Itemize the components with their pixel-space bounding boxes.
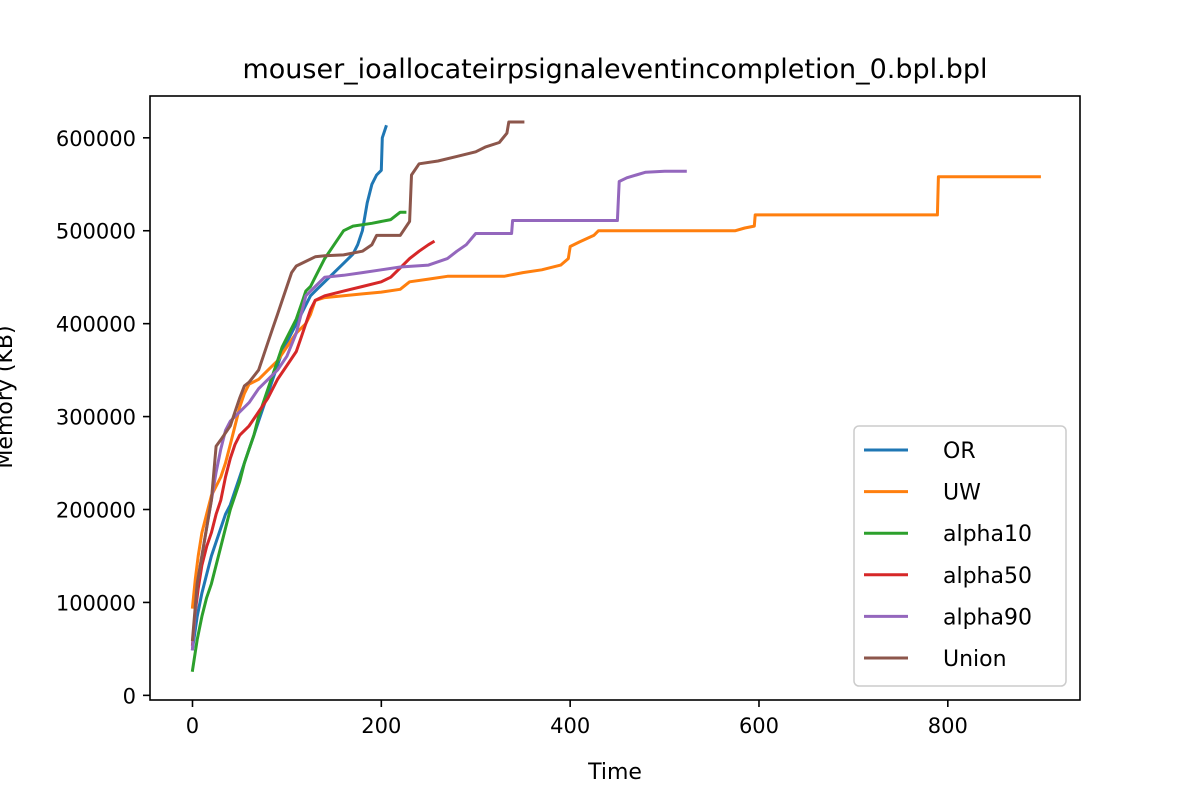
y-axis: 0 100000 200000 300000 400000 500000 600000 [56, 127, 150, 708]
x-axis: 0 200 400 600 800 [186, 700, 968, 738]
y-tick-label: 500000 [56, 220, 136, 244]
series-line-alpha90 [190, 169, 687, 651]
legend-label: OR [943, 439, 976, 464]
y-tick-label: 100000 [56, 591, 136, 615]
x-tick-label: 400 [550, 714, 590, 738]
x-axis-label: Time [587, 760, 642, 785]
y-tick-label: 0 [123, 684, 136, 708]
legend-label: UW [943, 481, 981, 506]
plot-area [149, 95, 1081, 701]
y-tick-label: 300000 [56, 406, 136, 430]
series-line-union [190, 120, 525, 642]
legend-label: alpha10 [943, 522, 1032, 547]
legend: OR UW alpha10 alpha50 alpha90 Union [853, 425, 1067, 687]
x-tick-label: 200 [361, 714, 401, 738]
series-line-alpha50 [190, 239, 436, 646]
series-line-uw [190, 175, 1041, 609]
legend-label: alpha90 [943, 605, 1032, 630]
legend-label: alpha50 [943, 564, 1032, 589]
y-tick-label: 600000 [56, 127, 136, 151]
legend-label: Union [943, 647, 1007, 672]
x-tick-label: 800 [928, 714, 968, 738]
axes-frame [149, 95, 1081, 701]
y-tick-label: 200000 [56, 499, 136, 523]
chart-title: mouser_ioallocateirpsignaleventincomplet… [242, 54, 987, 85]
x-tick-label: 600 [739, 714, 779, 738]
y-tick-label: 400000 [56, 313, 136, 337]
y-axis-label: Memory (KB) [0, 325, 18, 468]
x-tick-label: 0 [186, 714, 199, 738]
